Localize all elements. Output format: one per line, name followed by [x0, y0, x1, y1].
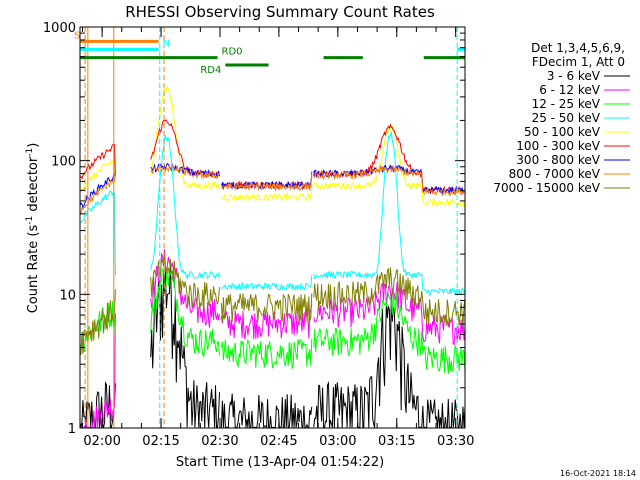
chart-title: RHESSI Observing Summary Count Rates: [125, 3, 435, 21]
series-line-3: [79, 131, 466, 297]
x-axis-label: Start Time (13-Apr-04 01:54:22): [176, 455, 384, 470]
y-axis-label: Count Rate (s-1 detector-1): [25, 143, 41, 314]
legend-label-1: 6 - 12 keV: [539, 83, 601, 97]
series-line-4: [79, 85, 466, 208]
legend-header-line-1: Det 1,3,4,5,6,9,: [531, 41, 625, 55]
y-tick-label-0: 1: [68, 422, 76, 437]
legend-label-8: 7000 - 15000 keV: [493, 181, 600, 195]
x-tick-label-1: 02:15: [142, 434, 179, 449]
y-tick-label-3: 1000: [43, 21, 76, 36]
legend-label-3: 25 - 50 keV: [532, 111, 601, 125]
x-tick-label-0: 02:00: [83, 434, 120, 449]
y-tick-label-1: 10: [59, 288, 76, 303]
x-tick-label-6: 03:30: [437, 434, 474, 449]
legend-label-7: 800 - 7000 keV: [509, 167, 601, 181]
legend-label-5: 100 - 300 keV: [516, 139, 600, 153]
y-tick-label-2: 100: [51, 155, 76, 170]
x-tick-label-2: 02:30: [201, 434, 238, 449]
series-line-0: [79, 260, 466, 429]
state-label-rd0: RD0: [222, 47, 243, 58]
legend-label-2: 12 - 25 keV: [532, 97, 601, 111]
legend-label-4: 50 - 100 keV: [524, 125, 601, 139]
series-line-8: [79, 255, 466, 356]
series-line-2: [79, 265, 466, 375]
legend-header-line-2: FDecim 1, Att 0: [532, 55, 625, 69]
x-tick-label-3: 02:45: [260, 434, 297, 449]
state-label-n: N: [163, 38, 170, 49]
x-tick-label-5: 03:15: [378, 434, 415, 449]
plot-frame: [79, 26, 466, 429]
series-line-7: [79, 164, 466, 214]
state-label-rd4: RD4: [200, 65, 221, 76]
x-tick-label-4: 03:00: [319, 434, 356, 449]
legend-label-6: 300 - 800 keV: [516, 153, 600, 167]
state-label-s: S: [74, 30, 80, 41]
series-line-1: [80, 248, 466, 428]
series-line-6: [79, 162, 466, 209]
footer-date: 16-Oct-2021 18:14: [560, 469, 636, 478]
legend-label-0: 3 - 6 keV: [547, 69, 601, 83]
